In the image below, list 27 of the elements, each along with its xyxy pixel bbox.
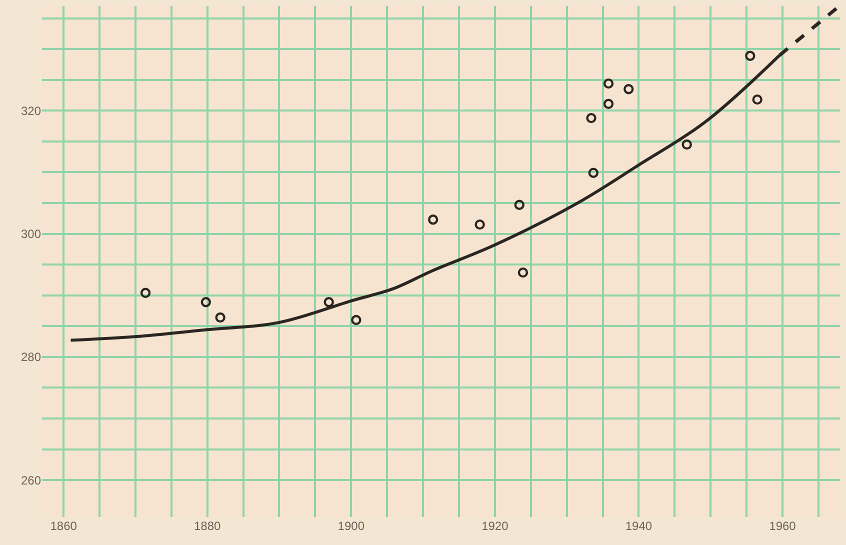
point [428,214,438,225]
point [603,98,614,109]
x-tick-label: 1920 [482,519,509,533]
point [682,139,692,150]
x-tick-label: 1940 [625,519,652,533]
point [140,288,151,298]
point [745,50,756,61]
point [324,297,334,308]
x-tick-label: 1880 [194,519,222,533]
point [603,78,614,89]
point [586,112,596,124]
point [351,314,362,326]
y-tick-label: 260 [20,473,42,488]
point [588,168,599,178]
y-tick-label: 280 [20,350,42,364]
y-tick-label: 300 [20,227,42,241]
point [518,267,528,278]
x-tick-label: 1960 [769,519,796,533]
point [474,219,485,230]
x-tick-label: 1900 [338,519,365,533]
point [215,312,226,323]
point [752,94,762,105]
point [624,84,634,94]
y-tick-label: 320 [20,104,42,118]
point [200,297,212,308]
point [514,200,524,210]
x-tick-label: 1860 [50,519,78,533]
